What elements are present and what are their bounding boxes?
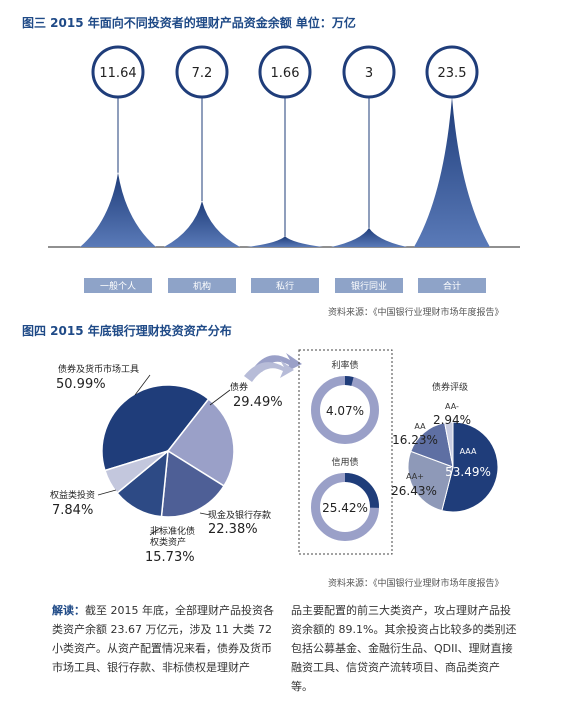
category-bar-3 <box>335 278 403 293</box>
category-label-0: 一般个人 <box>100 280 136 292</box>
bond-breakdown-box <box>298 349 393 555</box>
main-pie-slice-2 <box>160 449 226 518</box>
label-nonstd-2: 权类资产 <box>150 538 187 548</box>
leader-line-4 <box>97 489 117 496</box>
rating-cat-3: AA- <box>445 402 459 411</box>
rating-slice-2 <box>410 422 454 468</box>
main-pie-slice-4 <box>104 450 169 495</box>
rating-pct-0: 53.49% <box>445 465 491 479</box>
label-cash: 现金及银行存款 <box>208 511 272 521</box>
rating-pct-2: 16.23% <box>392 433 438 447</box>
rating-slice-3 <box>444 421 454 468</box>
label-nonstd-1: 非标准化债 <box>150 527 196 537</box>
rating-pct-3: 2.94% <box>433 413 471 427</box>
pct-bonds: 29.49% <box>233 395 283 410</box>
category-label-4: 合计 <box>443 280 461 292</box>
category-bar-1 <box>168 278 236 293</box>
category-bar-4 <box>418 278 486 293</box>
donut-fill-1 <box>344 473 379 508</box>
figure4-chart: 4.07% 利率债 25.42% 信用债 债券评级 AAA 53.49% AA+ 26.43%… <box>97 349 499 555</box>
value-circle-0 <box>91 45 145 99</box>
category-label-3: 银行同业 <box>351 280 387 292</box>
arrow-icon <box>244 353 302 382</box>
pct-bonds-money: 50.99% <box>56 377 106 392</box>
category-label-2: 私行 <box>276 280 294 292</box>
rating-cat-1: AA+ <box>406 472 424 481</box>
rating-pct-1: 26.43% <box>391 484 437 498</box>
value-circle-3 <box>342 45 396 99</box>
value-label-4: 23.5 <box>438 66 467 81</box>
category-bar-2 <box>251 278 319 293</box>
pct-cash: 22.38% <box>208 522 258 537</box>
main-pie <box>97 374 235 536</box>
label-bonds-money: 债券及货币市场工具 <box>58 365 140 375</box>
rating-cat-0: AAA <box>460 447 477 456</box>
leader-line-3 <box>149 527 161 536</box>
donut-fill-0 <box>344 376 354 386</box>
value-label-2: 1.66 <box>271 66 300 81</box>
peak-0 <box>80 172 156 247</box>
figure4-title: 图四 2015 年底银行理财投资资产分布 <box>22 324 232 338</box>
article-lead: 解读： <box>52 604 85 617</box>
rating-pie-title: 债券评级 <box>432 381 468 393</box>
donut-value-1: 25.42% <box>322 501 368 515</box>
main-pie-slice-1 <box>166 397 235 487</box>
label-equity: 权益类投资 <box>50 491 96 501</box>
peak-3 <box>331 227 407 247</box>
figure4-source: 资料来源：《中国银行业理财市场年度报告》 <box>328 579 504 589</box>
leader-line-2 <box>199 512 211 516</box>
article-col2: 品主要配置的前三大类资产，攻占理财产品投资余额的 89.1%。其余投资占比较多的… <box>291 604 517 693</box>
value-label-3: 3 <box>365 66 373 81</box>
peak-2 <box>247 236 323 247</box>
value-circle-4 <box>425 45 479 99</box>
article-col1: 解读：截至 2015 年底，全部理财产品投资各类资产余额 23.67 万亿元，涉… <box>52 601 276 677</box>
article-col1-text: 截至 2015 年底，全部理财产品投资各类资产余额 23.67 万亿元，涉及 1… <box>52 604 274 674</box>
donut-title-0: 利率债 <box>331 359 358 371</box>
donut-value-0: 4.07% <box>326 404 364 418</box>
value-circle-1 <box>175 45 229 99</box>
leader-line-1 <box>209 389 231 406</box>
rating-slice-1 <box>407 450 454 512</box>
peak-4 <box>414 97 490 247</box>
figure3-chart: 11.64 7.2 1.66 3 23.5 一般个人 机构 私行 银行同业 合计 <box>48 45 520 293</box>
pct-equity: 7.84% <box>52 503 94 518</box>
leader-line-0 <box>134 374 151 396</box>
category-label-1: 机构 <box>193 280 211 292</box>
value-label-1: 7.2 <box>192 66 213 81</box>
pct-nonstd: 15.73% <box>145 550 195 565</box>
figure3-source: 资料来源：《中国银行业理财市场年度报告》 <box>328 308 504 318</box>
main-pie-slice-0 <box>101 384 210 472</box>
figure3-title: 图三 2015 年面向不同投资者的理财产品资金余额 单位：万亿 <box>22 16 356 30</box>
label-bonds: 债券 <box>230 383 249 393</box>
rating-slice-0 <box>441 421 499 513</box>
rating-cat-2: AA <box>414 422 426 431</box>
value-label-0: 11.64 <box>99 66 136 81</box>
value-circle-2 <box>258 45 312 99</box>
category-bar-0 <box>84 278 152 293</box>
peak-1 <box>164 201 240 247</box>
donut-title-1: 信用债 <box>331 456 358 468</box>
